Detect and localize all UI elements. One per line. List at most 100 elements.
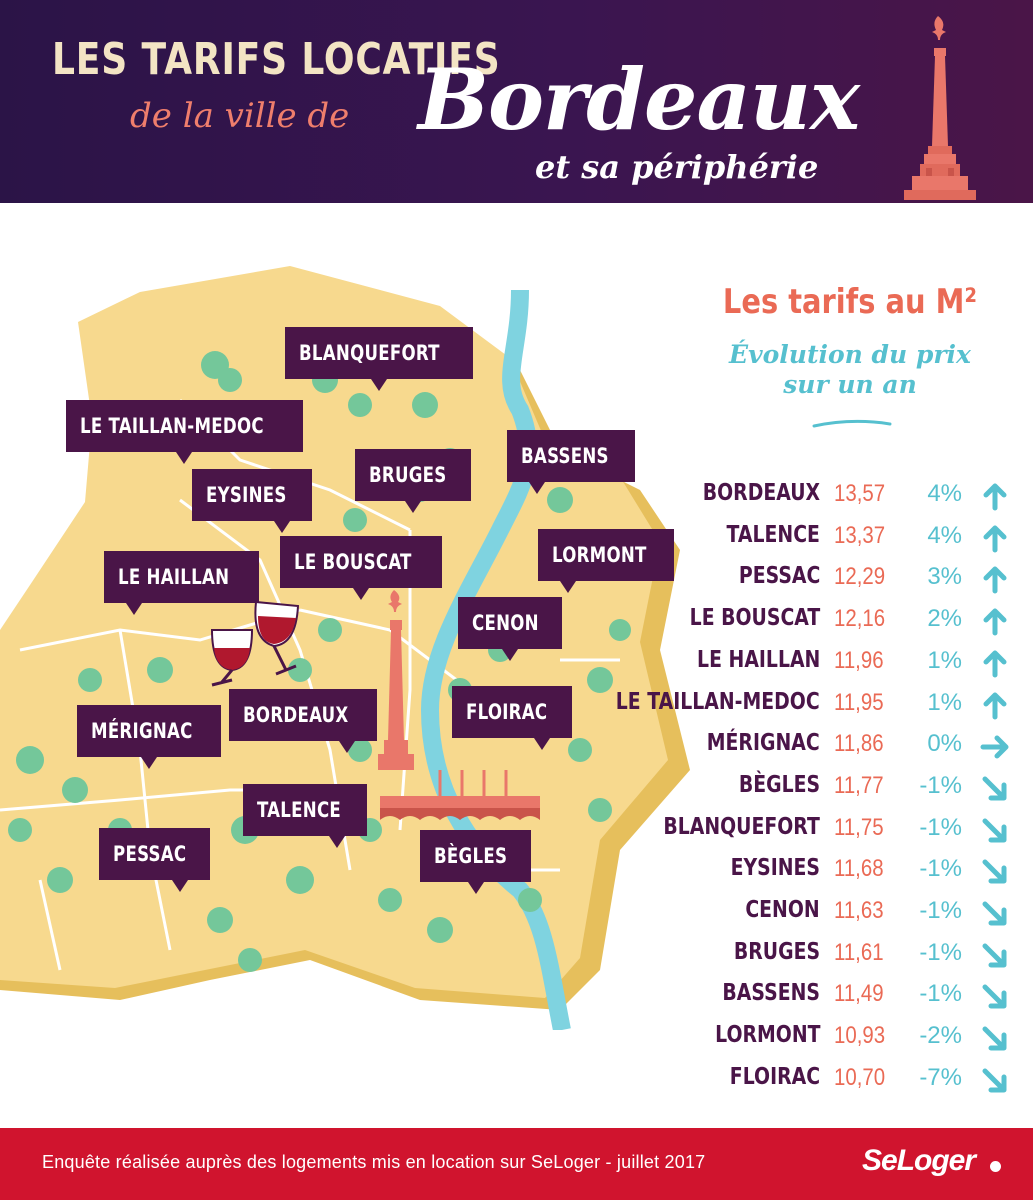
- header-banner: LES TARIFS LOCATIFS de la ville de Borde…: [0, 0, 1033, 203]
- row-price: 11,61: [834, 938, 884, 966]
- row-change: -7%: [919, 1063, 962, 1091]
- row-price: 12,29: [834, 563, 886, 591]
- decorative-underline: [812, 419, 892, 428]
- row-city: BORDEAUX: [702, 480, 820, 506]
- arrow-up-icon: [983, 566, 1007, 594]
- row-change: -2%: [919, 1022, 962, 1050]
- row-city: EYSINES: [730, 855, 820, 882]
- row-city: BÈGLES: [738, 771, 820, 798]
- arrow-down-right-icon: [982, 901, 1007, 926]
- row-city: LE TAILLAN-MEDOC: [616, 688, 820, 715]
- header-title-line2: de la ville de: [130, 96, 350, 136]
- table-row: TALENCE 13,37 4%: [610, 518, 1030, 558]
- table-row: BORDEAUX 13,57 4%: [610, 476, 1030, 516]
- map-label-eysines: EYSINES: [192, 469, 312, 533]
- footer-bar: Enquête réalisée auprès des logements mi…: [0, 1128, 1033, 1200]
- row-change: 1%: [927, 688, 962, 716]
- map-label-bordeaux: BORDEAUX: [229, 689, 377, 753]
- panel-subtitle-line1: Évolution du prix: [729, 340, 971, 369]
- row-change: 2%: [927, 605, 962, 633]
- arrow-up-icon: [983, 483, 1007, 511]
- row-city: LE HAILLAN: [696, 646, 820, 673]
- map-label-bruges: BRUGES: [355, 449, 472, 513]
- row-price: 11,77: [834, 771, 884, 799]
- row-price: 13,37: [834, 521, 886, 549]
- row-change: 0%: [927, 730, 962, 758]
- table-row: LE HAILLAN 11,96 1%: [610, 643, 1030, 683]
- table-row: LE BOUSCAT 12,16 2%: [610, 601, 1030, 641]
- row-change: 4%: [927, 521, 962, 549]
- row-change: 4%: [927, 480, 962, 507]
- row-price: 12,16: [834, 605, 886, 633]
- header-title-line3: et sa périphérie: [535, 148, 819, 186]
- row-price: 11,86: [834, 730, 884, 758]
- map-label-cenon: CENON: [458, 597, 562, 661]
- row-city: BLANQUEFORT: [663, 813, 820, 840]
- map-label-le-haillan: LE HAILLAN: [104, 551, 259, 615]
- panel-title: Les tarifs au M²: [722, 282, 978, 322]
- map-label-bassens: BASSENS: [507, 430, 635, 494]
- table-row: BRUGES 11,61 -1%: [610, 935, 1030, 975]
- row-change: -1%: [919, 980, 962, 1008]
- seloger-logo[interactable]: SeLoger: [862, 1144, 976, 1177]
- header-city: Bordeaux: [418, 50, 860, 149]
- arrow-down-right-icon: [982, 776, 1007, 801]
- table-row: BÈGLES 11,77 -1%: [610, 768, 1030, 808]
- arrow-right-icon: [980, 735, 1009, 759]
- row-city: LORMONT: [714, 1022, 820, 1049]
- row-price: 11,75: [834, 813, 884, 841]
- header-title-line1: LES TARIFS LOCATIFS: [52, 34, 501, 85]
- logo-dot-icon: [990, 1161, 1001, 1172]
- map-label-merignac: MÉRIGNAC: [77, 705, 221, 769]
- arrow-down-right-icon: [982, 1068, 1007, 1093]
- table-row: BASSENS 11,49 -1%: [610, 976, 1030, 1016]
- monument-icon: [378, 590, 414, 770]
- map-label-talence: TALENCE: [243, 784, 367, 848]
- map-label-blanquefort: BLANQUEFORT: [285, 327, 473, 391]
- arrow-up-icon: [983, 692, 1007, 719]
- row-price: 10,93: [834, 1022, 886, 1050]
- row-price: 11,96: [834, 646, 884, 674]
- table-row: FLOIRAC 10,70 -7%: [610, 1060, 1030, 1100]
- row-city: PESSAC: [738, 563, 820, 590]
- map-label-floirac: FLOIRAC: [452, 686, 573, 750]
- table-row: PESSAC 12,29 3%: [610, 559, 1030, 599]
- row-price: 11,63: [834, 897, 884, 924]
- table-row: LORMONT 10,93 -2%: [610, 1018, 1030, 1058]
- row-city: LE BOUSCAT: [689, 605, 820, 632]
- row-city: CENON: [745, 897, 820, 923]
- map-label-le-taillan-medoc: LE TAILLAN-MEDOC: [66, 400, 303, 464]
- row-change: -1%: [919, 813, 962, 841]
- row-price: 13,57: [834, 480, 886, 507]
- row-change: -1%: [919, 771, 962, 799]
- row-city: BRUGES: [733, 938, 820, 965]
- panel-subtitle: Évolution du prix sur un an: [700, 340, 1000, 400]
- table-row: MÉRIGNAC 11,86 0%: [610, 726, 1030, 766]
- arrow-down-right-icon: [982, 1026, 1007, 1051]
- table-row: EYSINES 11,68 -1%: [610, 851, 1030, 891]
- row-price: 11,95: [834, 688, 884, 716]
- map-label-pessac: PESSAC: [99, 828, 211, 892]
- arrow-up-icon: [983, 525, 1007, 553]
- map-label-lormont: LORMONT: [538, 529, 674, 593]
- row-change: 3%: [927, 563, 962, 591]
- table-row: LE TAILLAN-MEDOC 11,95 1%: [610, 685, 1030, 725]
- table-row: CENON 11,63 -1%: [610, 893, 1030, 933]
- arrow-down-right-icon: [982, 943, 1007, 968]
- row-city: FLOIRAC: [729, 1063, 820, 1090]
- row-city: BASSENS: [722, 980, 820, 1007]
- arrow-up-icon: [983, 608, 1007, 636]
- row-city: MÉRIGNAC: [707, 730, 820, 757]
- bridge-icon: [380, 770, 540, 820]
- map-label-le-bouscat: LE BOUSCAT: [280, 536, 442, 600]
- arrow-down-right-icon: [982, 859, 1007, 884]
- row-change: -1%: [919, 855, 962, 883]
- arrow-up-icon: [983, 650, 1007, 678]
- wine-glasses-icon: [210, 600, 300, 687]
- row-change: -1%: [919, 897, 962, 924]
- monument-aux-girondins-icon: [904, 16, 976, 200]
- row-price: 10,70: [834, 1063, 886, 1091]
- row-change: 1%: [927, 646, 962, 674]
- row-price: 11,68: [834, 855, 884, 883]
- panel-subtitle-line2: sur un an: [783, 370, 917, 399]
